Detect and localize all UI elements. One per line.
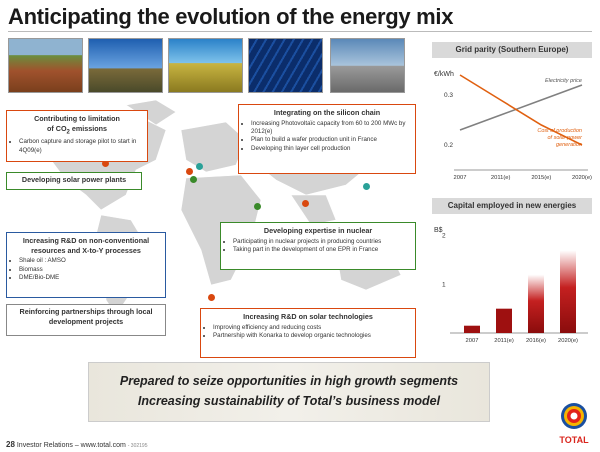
annotation-cost-line3: generation: [556, 142, 582, 148]
callout-header: Reinforcing partnerships through local d…: [19, 307, 153, 326]
capital-employed-chart: B$ 1 2 2007 2011(e) 2016(e) 2020(e): [434, 227, 588, 344]
y-axis-label: B$: [434, 227, 443, 234]
total-logo: TOTAL: [559, 403, 589, 445]
y-tick-label: 2: [442, 233, 446, 240]
capital-chart-title: Capital employed in new energies: [432, 198, 592, 214]
list-item: Increasing Photovoltaïc capacity from 60…: [251, 120, 411, 137]
list-item: Shale oil : AMSO: [19, 257, 161, 265]
site-dot: [102, 160, 109, 167]
callout-silicon-chain: Integrating on the silicon chain Increas…: [238, 104, 416, 174]
site-dot: [186, 168, 193, 175]
bar: [528, 274, 544, 333]
annotation-electricity-price: Electricity price: [545, 78, 582, 84]
site-dot: [190, 176, 197, 183]
list-item: Improving efficiency and reducing costs: [213, 324, 411, 332]
series-line: [459, 74, 583, 146]
callout-header: Integrating on the silicon chain: [273, 108, 381, 117]
summary-banner: Prepared to seize opportunities in high …: [88, 362, 490, 422]
site-dot: [254, 203, 261, 210]
callout-header: Developing expertise in nuclear: [263, 226, 373, 235]
annotation-cost-line1: Cost of production: [537, 128, 582, 134]
annotation-cost-line2: of solar power: [547, 135, 583, 141]
site-dot: [208, 294, 215, 301]
y-tick-label: 1: [442, 281, 446, 288]
list-item: Taking part in the development of one EP…: [233, 246, 411, 254]
x-tick-label: 2020(e): [572, 175, 592, 181]
photo-crop-field: [168, 38, 243, 93]
x-tick-label: 2011(e): [491, 175, 511, 181]
callout-partnerships: Reinforcing partnerships through local d…: [6, 304, 166, 336]
banner-line1: Prepared to seize opportunities in high …: [119, 374, 459, 388]
grid-parity-chart-title: Grid parity (Southern Europe): [432, 42, 592, 58]
callout-co2-limitation: Contributing to limitation of CO2 emissi…: [6, 110, 148, 162]
x-tick-label: 2011(e): [494, 338, 514, 344]
page-title: Anticipating the evolution of the energy…: [8, 4, 454, 29]
photo-solar-panel: [88, 38, 163, 93]
y-tick-label: 0.2: [444, 142, 453, 149]
page-number: 28: [6, 440, 15, 449]
y-axis-label: €/kWh: [434, 71, 454, 78]
logo-wordmark: TOTAL: [559, 435, 589, 445]
list-item: Participating in nuclear projects in pro…: [233, 238, 411, 246]
callout-solar-technologies: Increasing R&D on solar technologies Imp…: [200, 308, 416, 358]
banner-line2: Increasing sustainability of Total’s bus…: [137, 394, 441, 408]
x-tick-label: 2015(e): [531, 175, 551, 181]
list-item: Partnership with Konarka to develop orga…: [213, 332, 411, 340]
callout-header: Increasing R&D on non-conventional resou…: [22, 236, 150, 255]
footer-code: - 302195: [127, 443, 148, 449]
list-item: Carbon capture and storage pilot to star…: [19, 138, 143, 155]
bar: [496, 308, 512, 333]
list-item: Developing thin layer cell production: [251, 145, 411, 153]
bar: [464, 325, 480, 333]
x-tick-label: 2007: [454, 175, 467, 181]
site-dot: [363, 183, 370, 190]
photo-industrial-plant: [330, 38, 405, 93]
callout-header: Increasing R&D on solar technologies: [243, 312, 373, 321]
callout-header: Contributing to limitation of CO2 emissi…: [34, 114, 120, 136]
photo-geology: [8, 38, 83, 93]
callout-nuclear: Developing expertise in nuclear Particip…: [220, 222, 416, 270]
bar: [560, 250, 576, 333]
grid-parity-chart: €/kWh 0.2 0.3 2007 2011(e) 2015(e) 2020(e) E…: [434, 71, 592, 181]
callout-header: Developing solar power plants: [21, 175, 127, 184]
site-dot: [302, 200, 309, 207]
y-tick-label: 0.3: [444, 92, 453, 99]
x-tick-label: 2007: [466, 338, 479, 344]
list-item: Plan to build a wafer production unit in…: [251, 136, 411, 144]
photo-solar-cells: [248, 38, 323, 93]
x-tick-label: 2016(e): [526, 338, 546, 344]
series-line: [459, 84, 583, 131]
callout-nonconventional: Increasing R&D on non-conventional resou…: [6, 232, 166, 298]
footer: 28 Investor Relations – www.total.com - …: [6, 440, 148, 449]
site-dot: [196, 163, 203, 170]
list-item: Biomass: [19, 266, 161, 274]
list-item: DME/Bio-DME: [19, 274, 161, 282]
callout-solar-plants: Developing solar power plants: [6, 172, 142, 190]
footer-text: Investor Relations – www.total.com: [16, 442, 126, 449]
x-tick-label: 2020(e): [558, 338, 578, 344]
title-divider: [8, 31, 592, 32]
